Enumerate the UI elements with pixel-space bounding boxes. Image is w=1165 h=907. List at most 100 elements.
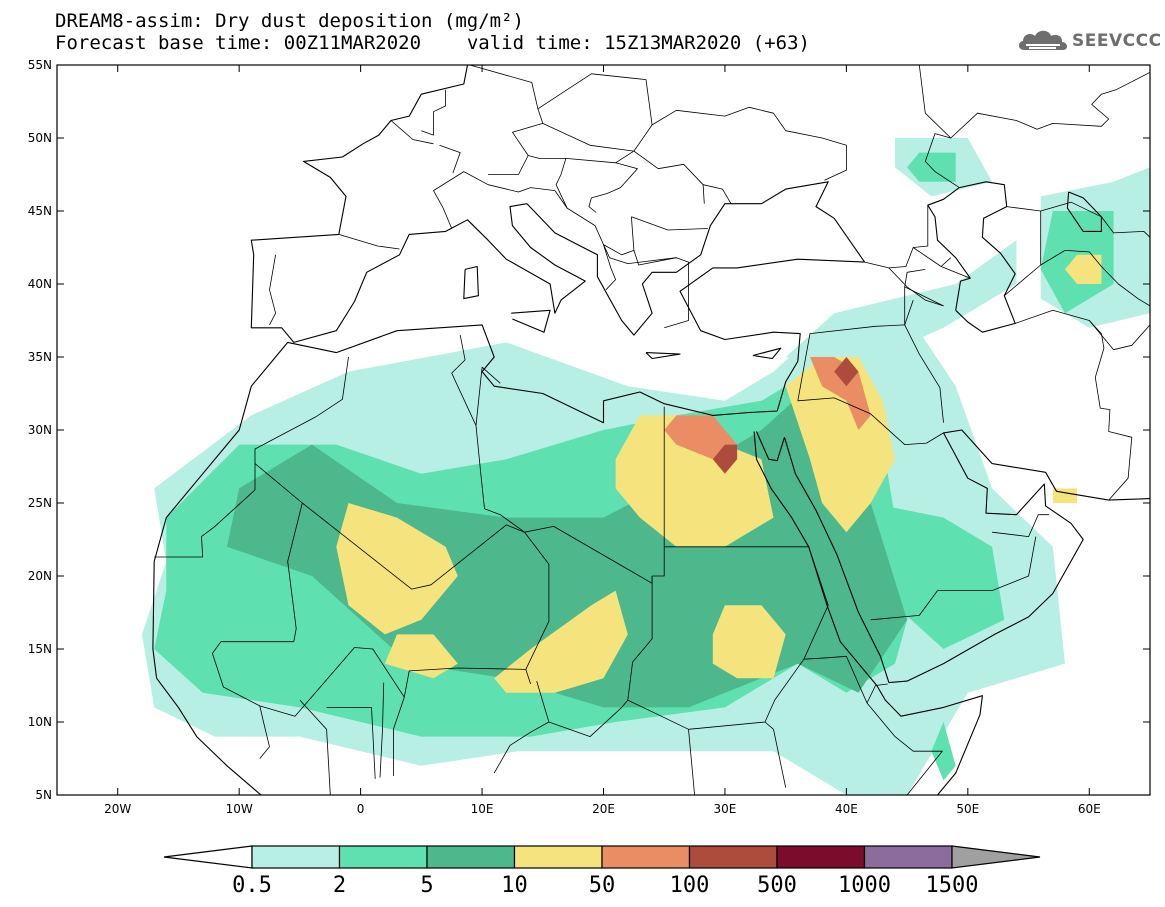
country-border <box>991 536 1037 591</box>
lon-tick-label: 20W <box>104 802 131 816</box>
map-plot-area <box>56 64 1151 796</box>
country-border <box>864 247 952 269</box>
coastline-segment <box>752 347 782 360</box>
dust-region-level-100 <box>712 444 738 474</box>
country-border <box>651 106 847 181</box>
country-border <box>633 250 677 266</box>
legend-swatch <box>776 845 866 869</box>
country-border <box>299 699 331 795</box>
country-border <box>1040 249 1150 307</box>
legend-swatch <box>338 845 428 869</box>
country-border <box>451 335 477 426</box>
country-border <box>940 266 971 279</box>
country-border <box>553 526 653 584</box>
dust-region-level-10 <box>785 357 895 533</box>
country-border <box>904 299 914 326</box>
country-border <box>803 655 868 704</box>
lon-tick-label: 10W <box>226 802 253 816</box>
lat-tick-label: 25N <box>28 496 52 510</box>
legend-swatch <box>251 845 341 869</box>
dust-region-level-50 <box>664 415 738 460</box>
coastline-segment <box>755 431 786 462</box>
dust-contours <box>142 138 1150 795</box>
lat-tick-label: 30N <box>28 423 52 437</box>
country-border <box>992 514 1050 537</box>
country-border <box>888 267 944 307</box>
country-border <box>773 729 787 788</box>
country-border <box>555 158 568 209</box>
dust-region-level-0-5 <box>785 240 1017 372</box>
country-border <box>1015 309 1133 501</box>
coastline-segment <box>153 258 865 562</box>
lat-tick-label: 5N <box>35 788 52 802</box>
country-border <box>866 683 943 795</box>
lat-tick-label: 20N <box>28 569 52 583</box>
logo-text: SEEVCCC <box>1072 31 1162 51</box>
lat-tick-label: 15N <box>28 642 52 656</box>
coastline-segment <box>152 561 262 795</box>
lon-tick-label: 40E <box>835 802 858 816</box>
dust-region-level-10 <box>1065 254 1102 284</box>
map-title: DREAM8-assim: Dry dust deposition (mg/m²… <box>55 10 810 54</box>
country-border <box>875 324 944 423</box>
country-border <box>603 244 616 291</box>
legend-label: 1500 <box>926 873 979 898</box>
country-border <box>379 682 385 778</box>
coastline-segment <box>463 265 479 300</box>
country-border <box>703 184 732 204</box>
country-border <box>475 366 501 426</box>
legend-low-arrow <box>163 845 253 869</box>
coastline-segment <box>526 181 866 336</box>
lat-tick-label: 35N <box>28 350 52 364</box>
country-border <box>918 65 960 188</box>
lon-tick-label: 60E <box>1078 802 1101 816</box>
country-border <box>797 325 876 401</box>
country-border <box>154 463 256 558</box>
lon-tick-label: 0 <box>357 802 365 816</box>
lon-tick-label: 30E <box>714 802 737 816</box>
dust-region-level-10 <box>712 605 786 679</box>
legend-label: 500 <box>757 873 797 898</box>
country-border <box>287 502 303 642</box>
country-border <box>913 205 929 248</box>
lon-tick-label: 50E <box>956 802 979 816</box>
country-border <box>548 699 629 737</box>
legend-swatch <box>688 845 778 869</box>
country-border <box>797 397 944 446</box>
country-border <box>524 531 550 685</box>
coastline-segment <box>927 181 1016 333</box>
legend-swatch <box>513 845 603 869</box>
country-border <box>259 705 270 759</box>
country-border <box>439 144 461 174</box>
dust-region-level-10 <box>615 415 774 547</box>
country-border <box>652 546 665 577</box>
country-border <box>338 234 400 250</box>
coastline-segment <box>645 352 681 360</box>
latitude-axis: 55N 50N 45N 40N 35N 30N 25N 20N 15N 10N 5N <box>28 58 1150 802</box>
lon-tick-label: 10E <box>471 802 494 816</box>
country-border <box>627 699 774 730</box>
dust-region-level-2 <box>931 722 956 781</box>
coastline-segment <box>1066 191 1102 232</box>
country-border <box>421 89 447 136</box>
country-border <box>493 680 550 774</box>
legend-label: 50 <box>589 873 616 898</box>
title-line-1: DREAM8-assim: Dry dust deposition (mg/m²… <box>55 10 524 32</box>
cloud-logo-icon <box>1018 30 1068 50</box>
country-border <box>469 65 544 175</box>
country-border <box>588 162 638 213</box>
legend-label: 0.5 <box>232 873 272 898</box>
dust-region-level-50 <box>810 357 871 430</box>
country-border <box>1004 206 1042 297</box>
country-border <box>269 254 277 326</box>
legend-label: 100 <box>670 873 710 898</box>
title-valid-time: valid time: 15Z13MAR2020 (+63) <box>466 32 810 54</box>
country-border <box>326 707 376 779</box>
color-legend: 0.5 2 5 10 50 100 500 1000 1500 <box>163 845 1041 898</box>
legend-swatch <box>601 845 691 869</box>
country-border <box>633 150 705 204</box>
dust-region-level-100 <box>834 357 859 387</box>
country-border <box>1040 201 1150 238</box>
country-border <box>403 667 526 698</box>
